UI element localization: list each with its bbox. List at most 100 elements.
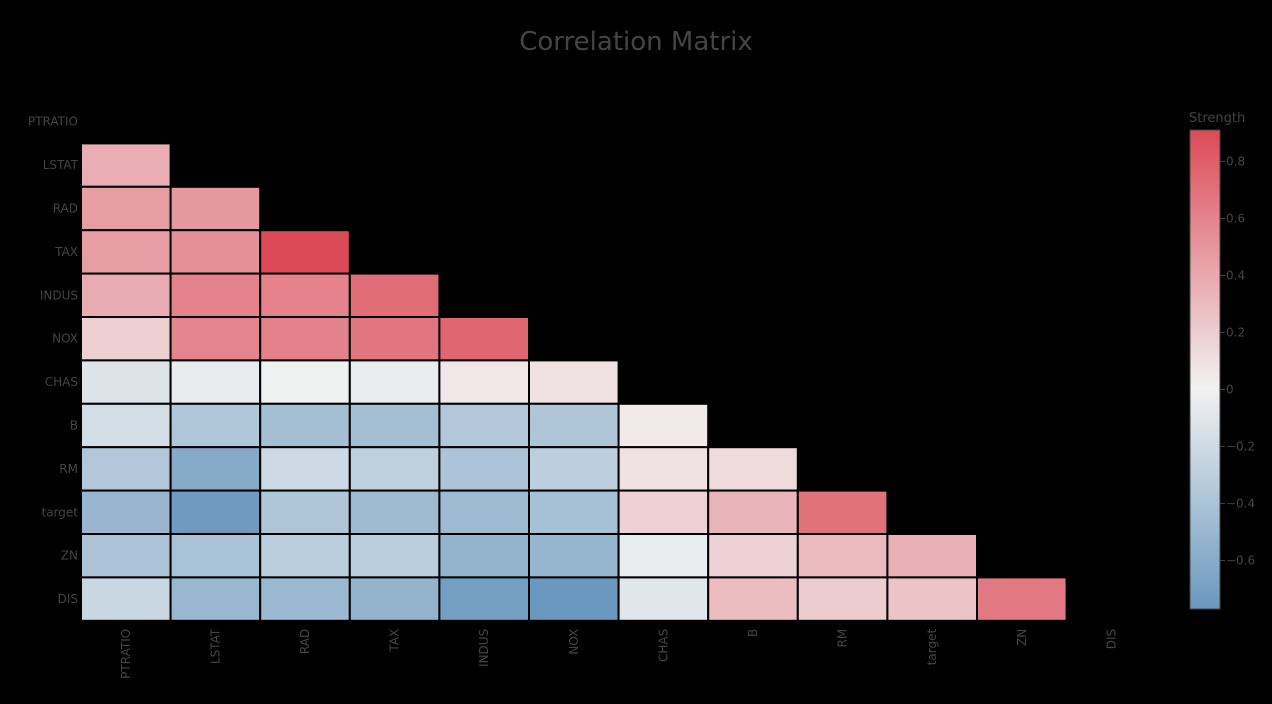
heatmap-cell — [259, 533, 351, 579]
heatmap-cell — [169, 359, 262, 405]
heatmap-cell — [80, 142, 172, 188]
x-tick-label: B — [746, 629, 760, 637]
heatmap-cell — [348, 316, 441, 362]
x-tick-label: NOX — [567, 629, 581, 655]
heatmap-cell — [707, 576, 799, 622]
heatmap-cell — [169, 316, 262, 362]
heatmap-cell — [259, 576, 351, 622]
heatmap-cell — [617, 402, 710, 449]
y-axis-labels: PTRATIO LSTAT RAD TAX INDUS NOX CHAS B RM target Z… — [28, 115, 79, 606]
heatmap-cell — [617, 446, 710, 492]
heatmap-cell — [259, 446, 351, 492]
y-tick-label: RAD — [53, 202, 78, 216]
heatmap-cell — [886, 533, 979, 579]
heatmap-cell — [796, 576, 889, 622]
y-tick-label: INDUS — [40, 288, 78, 302]
heatmap-cell — [169, 489, 262, 536]
heatmap-cell — [80, 272, 172, 319]
x-tick-label: TAX — [388, 629, 402, 653]
colorbar-tick-label: 0.6 — [1226, 211, 1245, 225]
heatmap-cell — [80, 446, 172, 492]
heatmap-cell — [169, 576, 262, 622]
heatmap-cell — [169, 446, 262, 492]
colorbar: Strength 0.8 0.6 0.4 0.2 0 −0.2 −0.4 −0.6 — [1189, 111, 1255, 610]
heatmap-cell — [796, 489, 889, 536]
heatmap-cell — [169, 272, 262, 319]
heatmap-cell — [348, 446, 441, 492]
heatmap-cell — [617, 533, 710, 579]
heatmap-cell — [617, 489, 710, 536]
heatmap-cell — [528, 402, 620, 449]
heatmap-cell — [528, 533, 620, 579]
y-tick-label: ZN — [61, 549, 78, 563]
x-axis-labels: PTRATIO LSTAT RAD TAX INDUS NOX CHAS B RM target Z… — [119, 628, 1119, 679]
y-tick-label: TAX — [54, 245, 78, 259]
x-tick-label: PTRATIO — [119, 629, 133, 679]
heatmap-cell — [348, 576, 441, 622]
colorbar-tick-label: 0.8 — [1226, 154, 1245, 168]
chart-title: Correlation Matrix — [519, 27, 753, 57]
heatmap-cell — [438, 533, 530, 579]
y-tick-label: PTRATIO — [28, 115, 78, 129]
y-tick-label: NOX — [52, 332, 78, 346]
heatmap-cell — [348, 359, 441, 405]
heatmap-cell — [80, 533, 172, 579]
x-tick-label: RAD — [298, 629, 312, 654]
colorbar-gradient — [1189, 129, 1221, 610]
heatmap-cell — [438, 316, 530, 362]
x-tick-label: RM — [836, 629, 850, 648]
heatmap-cell — [886, 576, 979, 622]
heatmap-cell — [438, 576, 530, 622]
heatmap-cell — [707, 489, 799, 536]
heatmap-cell — [80, 576, 172, 622]
x-tick-label: DIS — [1104, 629, 1118, 649]
x-tick-label: target — [925, 629, 939, 666]
heatmap-cell — [348, 402, 441, 449]
heatmap-cell — [259, 359, 351, 405]
heatmap-cell — [259, 316, 351, 362]
y-tick-label: target — [42, 505, 79, 519]
heatmap-cell — [617, 576, 710, 622]
heatmap-cell — [169, 402, 262, 449]
heatmap-cell — [259, 489, 351, 536]
heatmap-cell — [528, 489, 620, 536]
colorbar-tick-label: −0.6 — [1226, 554, 1255, 568]
heatmap-cell — [80, 229, 172, 275]
y-tick-label: RM — [59, 462, 78, 476]
colorbar-tick-label: 0.2 — [1226, 325, 1245, 339]
colorbar-title: Strength — [1189, 111, 1245, 126]
heatmap-cell — [259, 402, 351, 449]
heatmap-cell — [528, 446, 620, 492]
heatmap-cell — [80, 359, 172, 405]
heatmap-cell — [80, 316, 172, 362]
heatmap-cell — [169, 229, 262, 275]
colorbar-tick-label: −0.4 — [1226, 497, 1255, 511]
colorbar-ticks: 0.8 0.6 0.4 0.2 0 −0.2 −0.4 −0.6 — [1220, 154, 1255, 568]
heatmap-cell — [80, 185, 172, 232]
x-tick-label: LSTAT — [208, 628, 222, 664]
heatmap-cell — [80, 489, 172, 536]
heatmap-cell — [438, 446, 530, 492]
heatmap-cell — [796, 533, 889, 579]
heatmap-cell — [976, 576, 1068, 622]
heatmap-cells — [80, 142, 1068, 622]
heatmap-cell — [348, 272, 441, 319]
colorbar-tick-label: 0.4 — [1226, 268, 1245, 282]
heatmap-cell — [259, 229, 351, 275]
heatmap-cell — [438, 359, 530, 405]
x-tick-label: INDUS — [477, 629, 491, 667]
heatmap-cell — [707, 533, 799, 579]
colorbar-tick-label: 0 — [1226, 382, 1234, 396]
x-tick-label: CHAS — [656, 629, 670, 662]
heatmap-cell — [528, 359, 620, 405]
heatmap-cell — [438, 402, 530, 449]
heatmap-cell — [707, 446, 799, 492]
y-tick-label: CHAS — [45, 375, 78, 389]
colorbar-tick-label: −0.2 — [1226, 439, 1255, 453]
heatmap-cell — [80, 402, 172, 449]
x-tick-label: ZN — [1015, 629, 1029, 646]
heatmap-cell — [169, 185, 262, 232]
y-tick-label: LSTAT — [43, 158, 79, 172]
heatmap-cell — [528, 576, 620, 622]
